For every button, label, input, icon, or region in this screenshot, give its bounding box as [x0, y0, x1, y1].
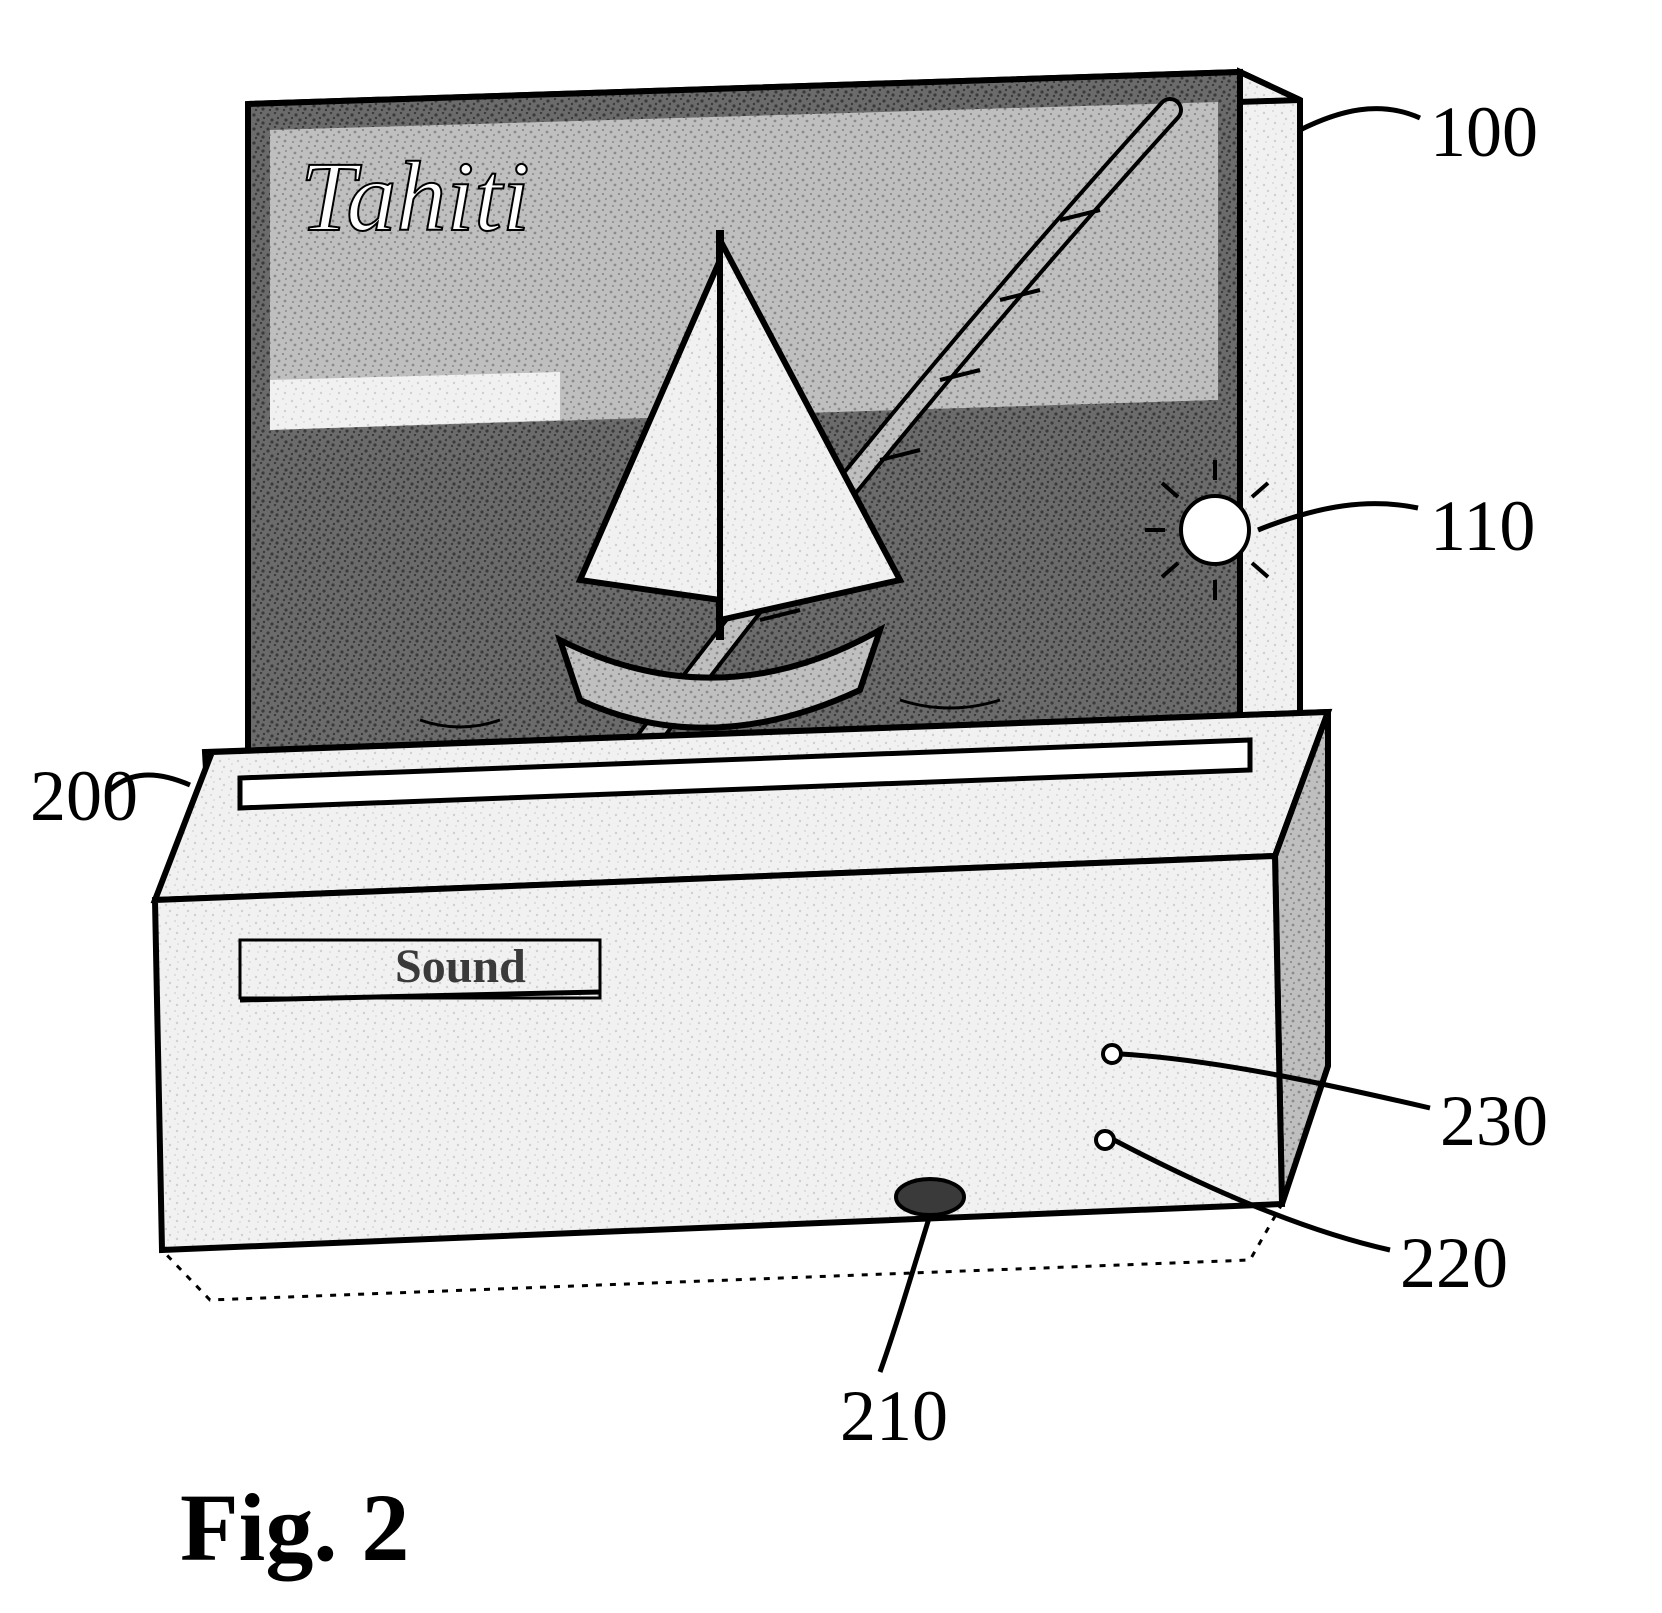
figure-stage: Tahiti Sound [0, 0, 1662, 1613]
callout-220: 220 [1400, 1227, 1508, 1299]
base-button-210[interactable] [896, 1179, 964, 1215]
figure-caption: Fig. 2 [180, 1480, 409, 1576]
callout-110: 110 [1430, 490, 1535, 562]
base-brand-text: Sound [395, 940, 526, 993]
callout-230: 230 [1440, 1085, 1548, 1157]
display-card: Tahiti [248, 72, 1300, 820]
card-title-text: Tahiti [300, 141, 530, 252]
figure-drawing: Tahiti Sound [0, 0, 1662, 1613]
callout-200: 200 [30, 760, 138, 832]
sound-base: Sound [155, 712, 1328, 1300]
callout-100: 100 [1430, 96, 1538, 168]
callout-210: 210 [840, 1380, 948, 1452]
base-hole-220 [1096, 1131, 1114, 1149]
base-hole-230 [1103, 1045, 1121, 1063]
